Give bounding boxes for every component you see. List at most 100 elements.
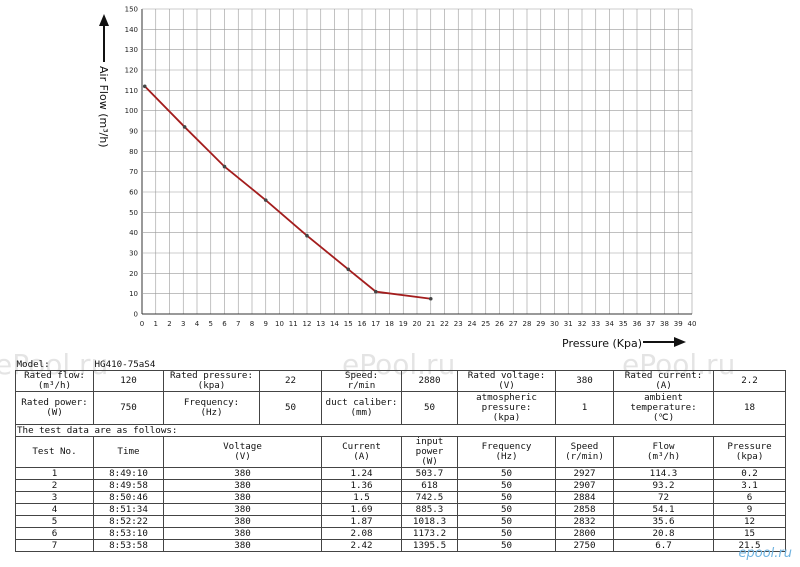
atmospheric-pressure-label: atmospheric pressure: (kpa) [457,391,557,425]
test-cell: 50 [457,467,557,480]
x-tick-label: 35 [619,320,628,328]
rated-power-label: Rated power: (W) [15,391,94,425]
x-tick-labels: 0 1 2 3 4 5 6 7 8 9 10 11 12 13 14 15 16 17 18 19 20 21 22 23 24… [140,320,697,328]
x-tick-label: 4 [195,320,200,328]
x-tick-label: 33 [591,320,600,328]
ambient-temperature-value: 18 [713,391,787,425]
x-tick-label: 12 [303,320,312,328]
model-label: Model: [15,360,94,371]
test-cell: 15 [713,527,787,540]
test-cell: 1018.3 [401,515,459,528]
y-tick-label: 150 [125,6,138,14]
test-cell: 2 [15,479,94,492]
x-tick-label: 1 [154,320,158,328]
y-tick-label: 50 [129,209,138,217]
test-cell: 1.5 [321,491,403,504]
test-cell: 50 [457,527,557,540]
test-cell: 380 [162,467,323,480]
x-tick-label: 40 [688,320,697,328]
x-tick-label: 31 [564,320,573,328]
test-header-cell: Test No. [15,436,94,468]
duct-caliber-label: duct caliber: (mm) [321,391,403,425]
test-header-cell: input power (W) [401,436,459,468]
x-tick-label: 8 [250,320,254,328]
test-header-cell: Speed (r/min) [555,436,615,468]
test-cell: 1.87 [321,515,403,528]
test-cell: 503.7 [401,467,459,480]
y-tick-label: 130 [125,46,138,54]
test-cell: 2.08 [321,527,403,540]
x-tick-label: 34 [605,320,614,328]
test-row: 7 8:53:58 380 2.42 1395.5 50 2750 6.7 21.5 [15,539,787,552]
corner-logo: epool.ru [738,546,793,561]
test-cell: 380 [162,527,323,540]
frequency-value: 50 [259,391,323,425]
test-cell: 50 [457,515,557,528]
test-cell: 8:53:58 [93,539,164,552]
x-tick-label: 18 [385,320,394,328]
test-cell: 3 [15,491,94,504]
y-tick-label: 120 [125,67,138,75]
data-point [305,233,309,238]
test-row: 4 8:51:34 380 1.69 885.3 50 2858 54.1 9 [15,503,787,516]
x-axis-title: Pressure (Kpa) [562,337,642,350]
test-header-cell: Voltage (V) [162,436,323,468]
y-tick-label: 140 [125,26,138,34]
test-row: 5 8:52:22 380 1.87 1018.3 50 2832 35.6 12 [15,515,787,528]
atmospheric-pressure-value: 1 [555,391,615,425]
test-cell: 1.69 [321,503,403,516]
test-cell: 54.1 [613,503,715,516]
test-cell: 380 [162,491,323,504]
test-cell: 1173.2 [401,527,459,540]
test-cell: 2907 [555,479,615,492]
test-cell: 380 [162,503,323,516]
y-tick-label: 80 [129,148,138,156]
test-cell: 380 [162,539,323,552]
test-cell: 2800 [555,527,615,540]
ambient-temperature-label: ambient temperature: (℃) [613,391,715,425]
test-cell: 2884 [555,491,615,504]
test-cell: 2858 [555,503,615,516]
test-cell: 2750 [555,539,615,552]
x-tick-label: 11 [289,320,298,328]
test-cell: 1.24 [321,467,403,480]
test-cell: 1395.5 [401,539,459,552]
test-cell: 7 [15,539,94,552]
x-tick-label: 15 [344,320,353,328]
x-tick-label: 6 [222,320,227,328]
rated-voltage-label: Rated voltage: (V) [457,370,557,392]
test-cell: 114.3 [613,467,715,480]
speed-label: Speed: r/min [321,370,403,392]
x-tick-label: 19 [399,320,408,328]
test-header-cell: Flow (m³/h) [613,436,715,468]
test-header-cell: Time [93,436,164,468]
data-point [373,289,378,294]
series-line [144,85,431,300]
test-cell: 8:53:10 [93,527,164,540]
y-axis-arrow [99,14,109,62]
chart-series [142,84,433,301]
test-cell: 20.8 [613,527,715,540]
x-tick-label: 13 [316,320,325,328]
rated-pressure-value: 22 [259,370,323,392]
x-tick-label: 26 [495,320,504,328]
test-header-cell: Frequency (Hz) [457,436,557,468]
frequency-label: Frequency: (Hz) [162,391,261,425]
test-data-intro: The test data are as follows: [14,424,787,437]
test-cell: 1 [15,467,94,480]
y-tick-label: 40 [129,229,138,237]
test-cell: 6.7 [613,539,715,552]
test-cell: 380 [162,479,323,492]
rated-flow-label: Rated flow: (m³/h) [15,370,94,392]
x-tick-label: 37 [646,320,655,328]
x-tick-label: 10 [275,320,284,328]
data-point [142,84,147,89]
test-row: 6 8:53:10 380 2.08 1173.2 50 2800 20.8 15 [15,527,787,540]
test-row: 3 8:50:46 380 1.5 742.5 50 2884 72 6 [15,491,787,504]
test-cell: 50 [457,479,557,492]
test-cell: 93.2 [613,479,715,492]
test-cell: 2832 [555,515,615,528]
test-row: 2 8:49:58 380 1.36 618 50 2907 93.2 3.1 [15,479,787,492]
model-value: HG410-75aS4 [93,360,260,371]
test-cell: 72 [613,491,715,504]
